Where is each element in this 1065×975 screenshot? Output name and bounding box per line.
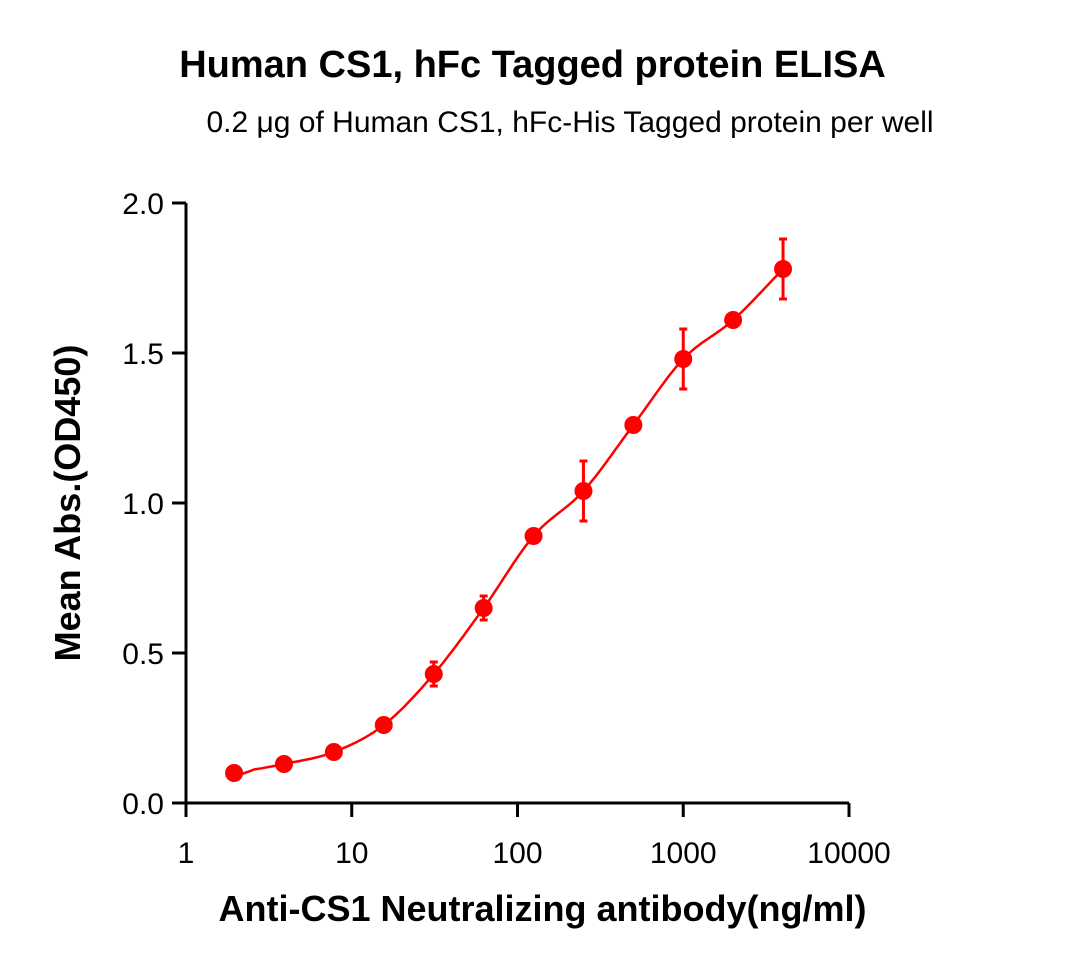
point-marker: [374, 716, 393, 734]
data-point: [274, 755, 293, 773]
axes: 0.0 0.5 1.0 1.5 2.0 1 10 100 1000 10000: [122, 188, 890, 870]
point-marker: [574, 482, 593, 500]
x-tick-label: 1: [178, 837, 195, 870]
y-tick-label: 1.0: [122, 488, 164, 521]
x-tick-label: 100: [492, 837, 542, 870]
point-marker: [624, 416, 643, 434]
data-point: [624, 416, 643, 434]
data-point: [474, 594, 493, 622]
chart-subtitle: 0.2 μg of Human CS1, hFc-His Tagged prot…: [206, 106, 934, 139]
x-tick-label: 10: [335, 837, 368, 870]
data-point: [524, 527, 543, 545]
y-tick-label: 0.5: [122, 638, 164, 671]
point-marker: [274, 755, 293, 773]
x-tick-label: 10000: [807, 837, 890, 870]
point-marker: [225, 764, 244, 782]
data-points: [225, 237, 793, 782]
point-marker: [424, 665, 443, 683]
point-marker: [724, 311, 743, 329]
data-point: [424, 660, 443, 688]
point-marker: [324, 743, 343, 761]
point-marker: [674, 350, 693, 368]
data-point: [774, 237, 793, 301]
x-tick-label: 1000: [650, 837, 717, 870]
y-tick-label: 1.5: [122, 338, 164, 371]
point-marker: [774, 260, 793, 278]
data-point: [225, 764, 244, 782]
point-marker: [524, 527, 543, 545]
data-point: [724, 311, 743, 329]
y-tick-label: 2.0: [122, 188, 164, 221]
y-tick-label: 0.0: [122, 788, 164, 821]
fit-curve: [233, 268, 784, 779]
point-marker: [474, 599, 493, 617]
chart-title: Human CS1, hFc Tagged protein ELISA: [179, 44, 886, 86]
data-point: [324, 743, 343, 761]
data-point: [674, 327, 693, 391]
x-axis-label: Anti-CS1 Neutralizing antibody(ng/ml): [218, 888, 867, 929]
data-point: [374, 716, 393, 734]
data-point: [574, 459, 593, 523]
